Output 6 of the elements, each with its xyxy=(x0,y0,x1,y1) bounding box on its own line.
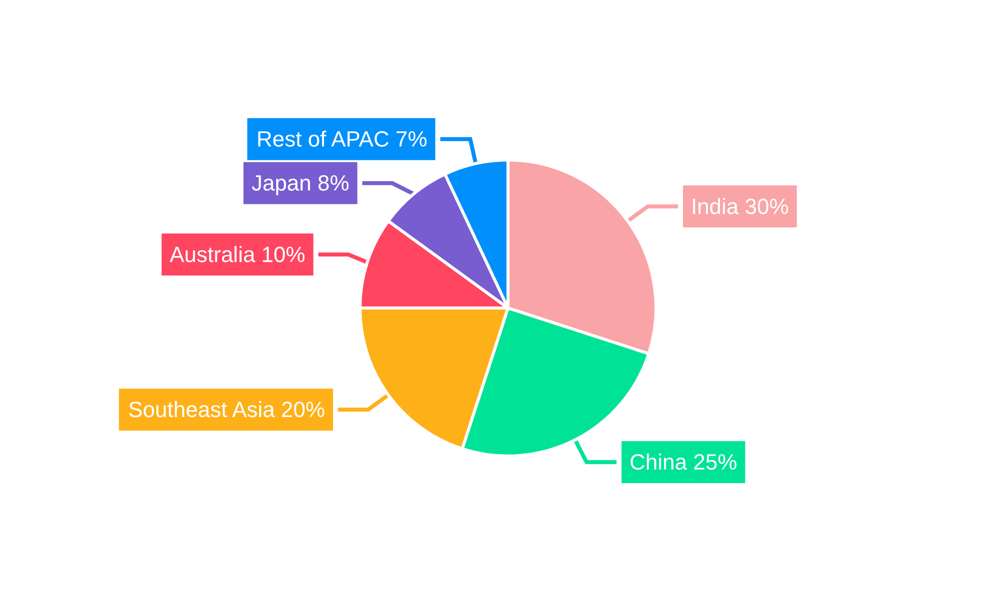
slice-label: Australia 10% xyxy=(170,242,306,268)
slice-label: China 25% xyxy=(630,450,738,475)
slice-label: Southeast Asia 20% xyxy=(128,397,326,422)
slice-label: Rest of APAC 7% xyxy=(256,126,428,152)
slice-label: Japan 8% xyxy=(251,170,350,196)
slice-label: India 30% xyxy=(690,194,789,219)
